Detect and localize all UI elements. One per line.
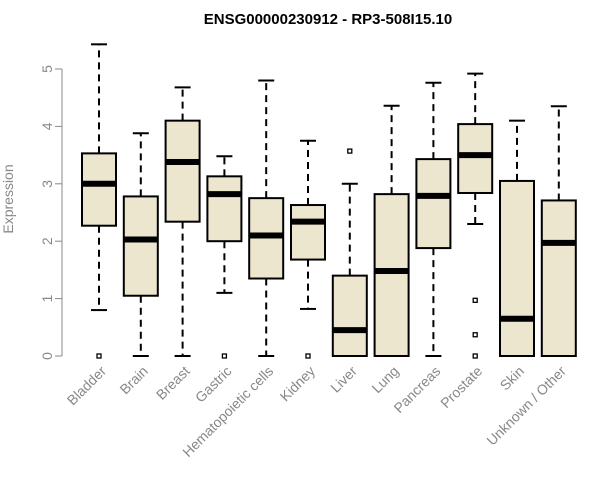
x-category-label: Liver (327, 363, 360, 396)
outlier-point (305, 353, 311, 359)
y-axis-label: Expression (0, 164, 16, 233)
box-unknown-other (540, 105, 577, 357)
outlier-point (472, 297, 478, 303)
box-breast (164, 86, 201, 357)
box-skin (499, 119, 535, 357)
x-category-label: Kidney (277, 363, 319, 405)
y-tick-label: 3 (39, 180, 55, 188)
x-category-label: Prostate (437, 363, 485, 411)
outlier-point (96, 353, 102, 359)
box-gastric (206, 155, 243, 359)
y-tick-label: 1 (39, 294, 55, 302)
y-tick-label: 0 (39, 352, 55, 360)
outlier-point (472, 332, 478, 338)
y-tick-label: 2 (39, 237, 55, 245)
box-hematopoietic-cells (248, 79, 285, 357)
box-pancreas (415, 81, 452, 357)
box-iqr (164, 119, 201, 223)
box-iqr (290, 204, 326, 261)
box-iqr (331, 274, 368, 358)
box-liver (331, 148, 368, 358)
box-lung (373, 104, 410, 357)
y-tick-label: 5 (39, 65, 55, 73)
x-category-label: Breast (153, 363, 193, 403)
y-axis: 0 1 2 3 4 5 (39, 65, 63, 360)
box-bladder (81, 43, 117, 359)
box-iqr (81, 152, 117, 227)
box-prostate (457, 72, 494, 359)
box-kidney (290, 139, 326, 359)
chart-title: ENSG00000230912 - RP3-508I15.10 (204, 11, 453, 28)
boxes-group (81, 43, 577, 359)
box-iqr (540, 199, 577, 357)
box-iqr (122, 195, 159, 297)
y-tick-label: 4 (39, 122, 55, 130)
box-brain (122, 132, 159, 357)
x-category-label: Unknown / Other (483, 363, 569, 449)
x-category-label: Skin (497, 363, 528, 394)
box-iqr (373, 193, 410, 357)
x-category-label: Brain (116, 363, 150, 397)
box-iqr (457, 123, 494, 194)
box-iqr (415, 158, 452, 250)
outlier-point (472, 353, 478, 359)
outlier-point (347, 148, 353, 154)
outlier-point (221, 353, 228, 359)
box-iqr (499, 179, 535, 357)
x-category-label: Lung (368, 363, 401, 396)
box-iqr (206, 175, 243, 243)
x-category-label: Bladder (64, 363, 110, 409)
